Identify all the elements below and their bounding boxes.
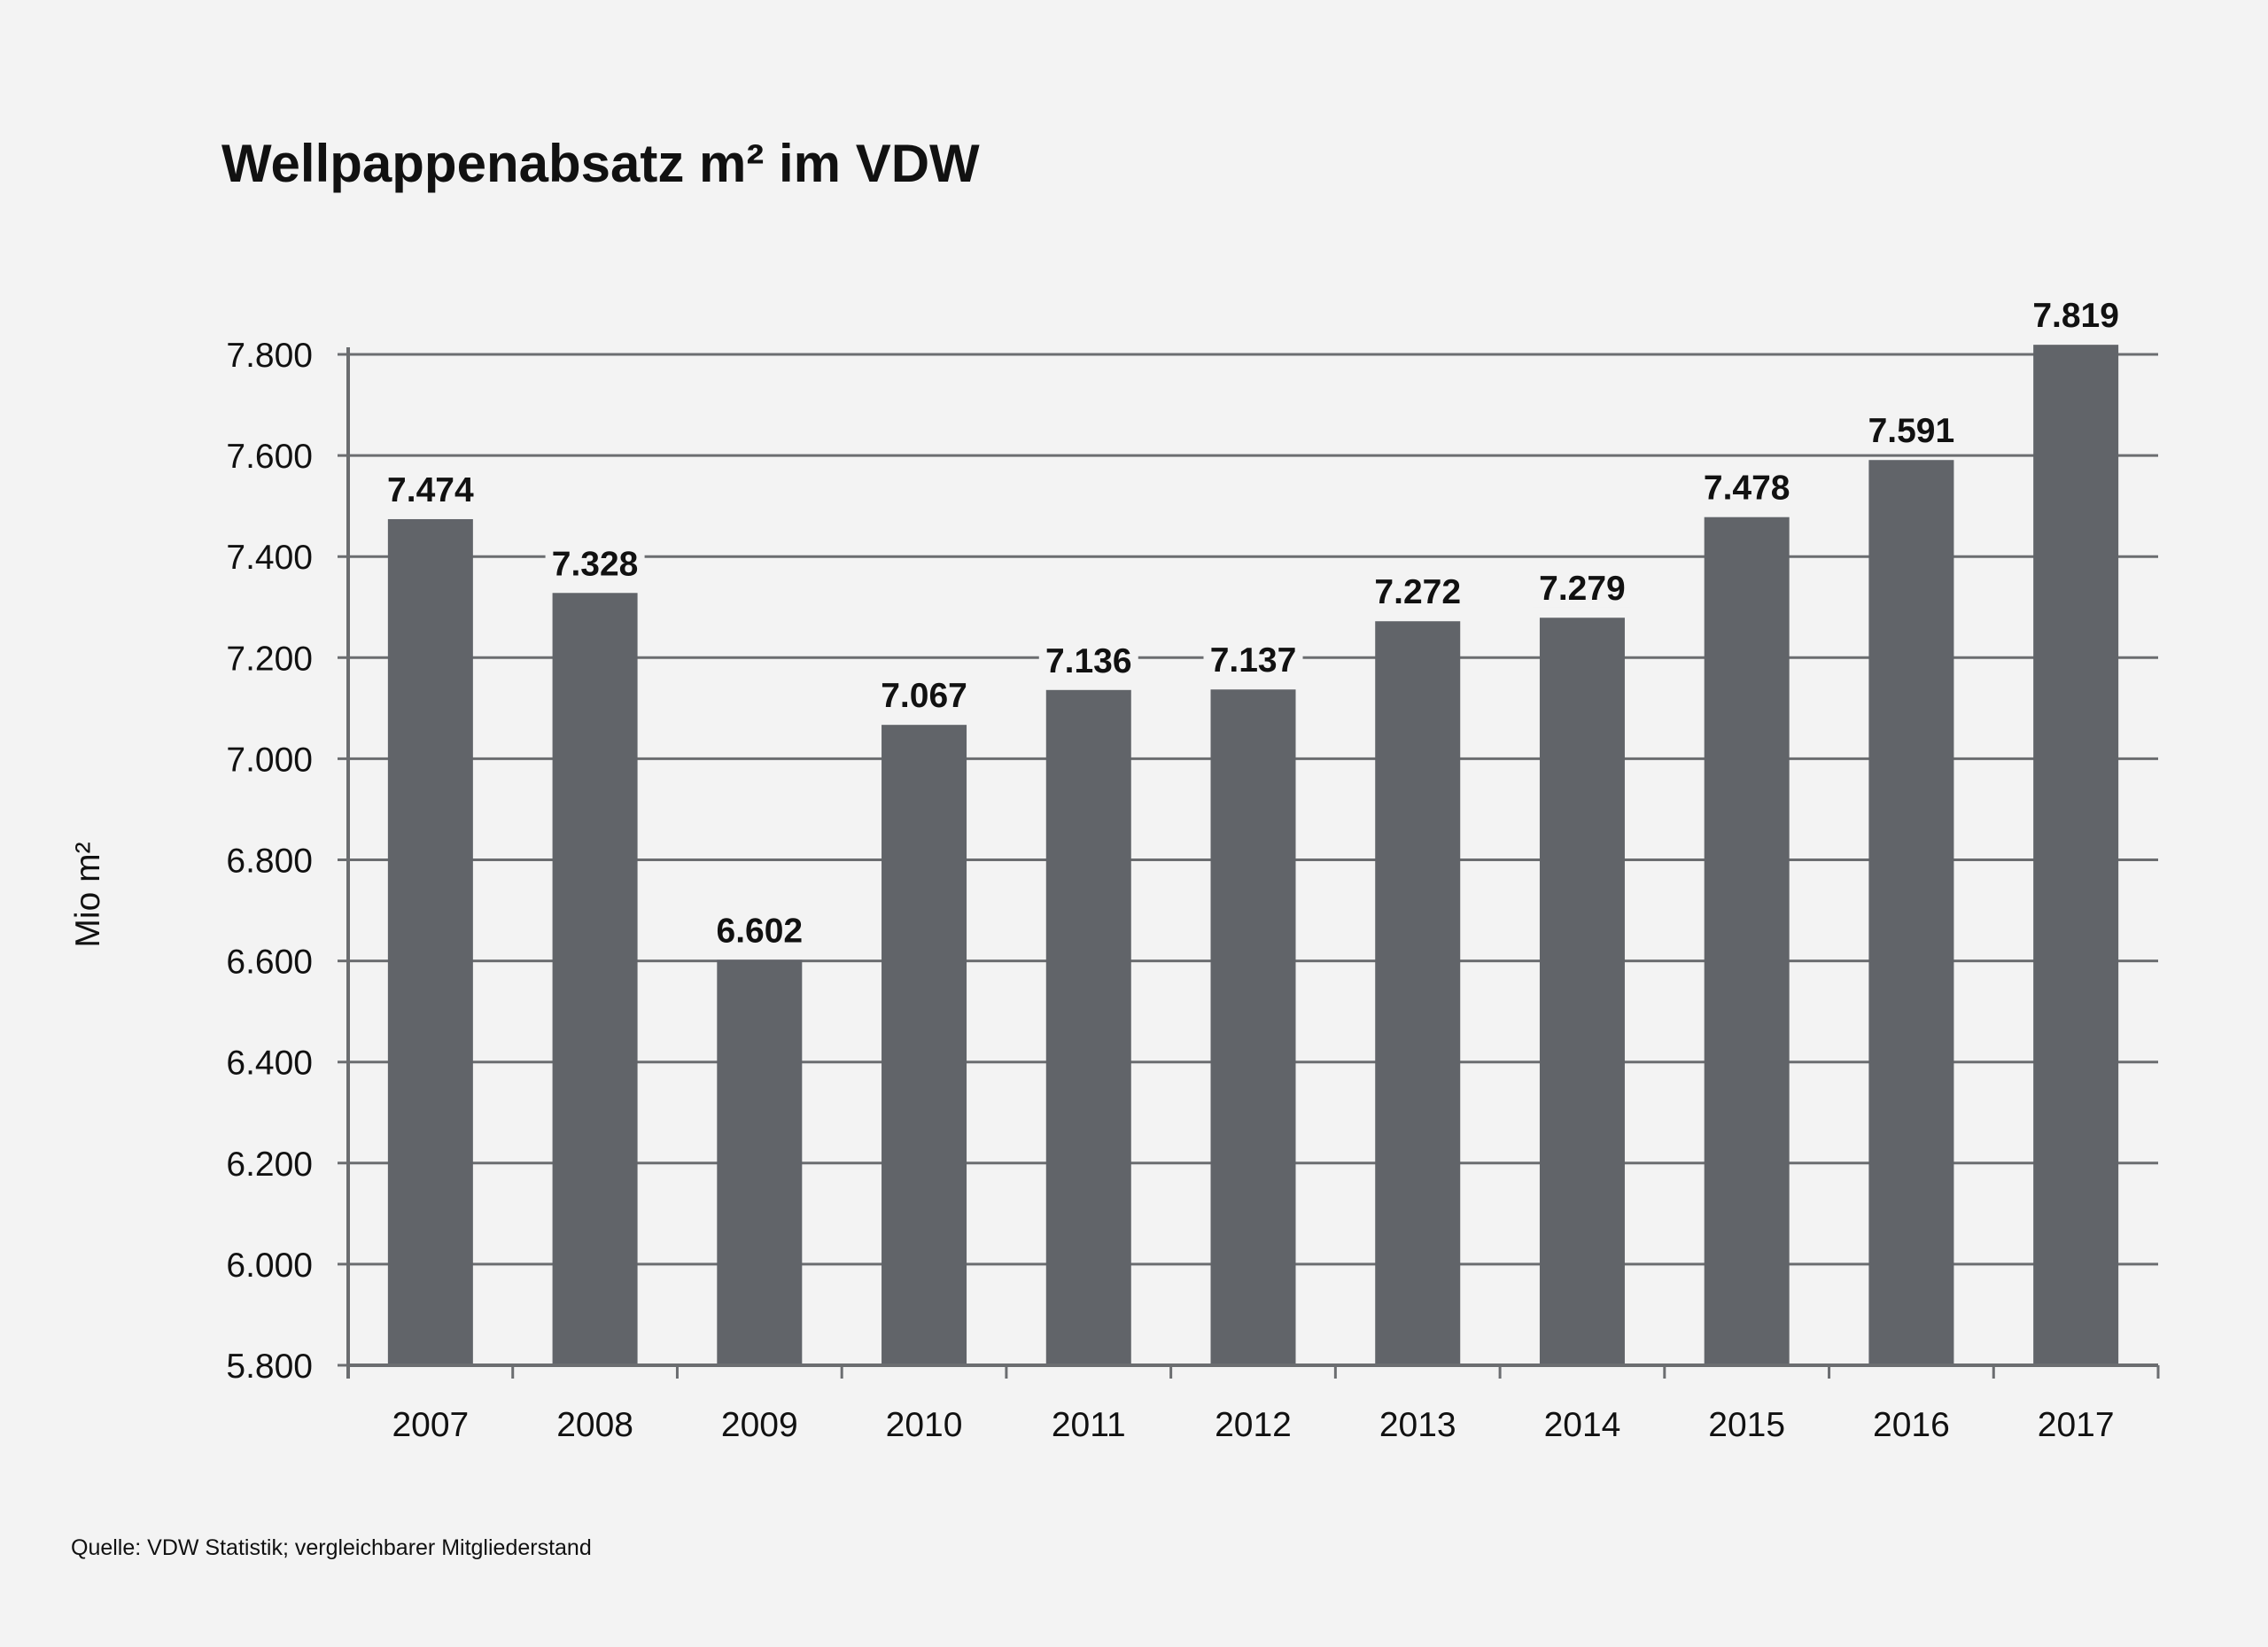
x-tick-label: 2015 (1708, 1406, 1785, 1444)
data-label-bg (380, 467, 480, 509)
source-note: Quelle: VDW Statistik; vergleichbarer Mi… (71, 1535, 592, 1560)
data-label-bg (1861, 408, 1961, 450)
x-tick-label: 2013 (1379, 1406, 1456, 1444)
y-tick-label: 7.600 (226, 438, 313, 476)
x-tick-label: 2010 (886, 1406, 963, 1444)
bar (717, 959, 803, 1365)
y-tick-label: 6.600 (226, 944, 313, 982)
bar (1045, 689, 1131, 1365)
bar (882, 725, 967, 1365)
y-tick-label: 7.800 (226, 337, 313, 375)
bar (1868, 460, 1954, 1365)
x-tick-label: 2017 (2038, 1406, 2115, 1444)
data-label: 7.328 (552, 545, 639, 583)
x-tick-label: 2012 (1215, 1406, 1292, 1444)
y-tick-label: 7.200 (226, 640, 313, 678)
data-label: 7.137 (1210, 641, 1297, 680)
x-tick-label: 2007 (392, 1406, 469, 1444)
data-label: 7.067 (881, 677, 967, 715)
y-tick-label: 6.800 (226, 843, 313, 881)
bar (1704, 517, 1790, 1365)
bar (2033, 345, 2119, 1365)
data-label-bg (2026, 293, 2126, 335)
y-tick-label: 6.000 (226, 1247, 313, 1285)
data-label: 7.819 (2032, 297, 2119, 335)
data-label-bg (710, 908, 810, 950)
bar (387, 518, 473, 1365)
data-label-bg (1203, 638, 1303, 680)
x-tick-label: 2011 (1052, 1406, 1126, 1444)
y-tick-label: 5.800 (226, 1348, 313, 1386)
data-label-bg (1532, 566, 1632, 608)
bar (552, 593, 638, 1365)
data-label: 7.478 (1704, 470, 1790, 508)
data-label: 6.602 (717, 912, 804, 950)
data-label: 7.279 (1539, 570, 1626, 608)
data-label: 7.272 (1374, 573, 1461, 611)
bar (1375, 621, 1461, 1365)
y-tick-label: 6.200 (226, 1146, 313, 1184)
y-tick-label: 6.400 (226, 1045, 313, 1083)
x-tick-label: 2008 (556, 1406, 633, 1444)
bar (1539, 618, 1625, 1365)
data-label-bg (1038, 638, 1138, 680)
data-label-bg (1368, 570, 1468, 611)
x-tick-label: 2009 (721, 1406, 798, 1444)
y-tick-label: 7.000 (226, 741, 313, 779)
y-tick-label: 7.400 (226, 539, 313, 577)
bar (1210, 689, 1296, 1365)
data-label-bg (874, 673, 975, 715)
data-label: 7.474 (387, 471, 474, 509)
data-label: 7.591 (1868, 412, 1955, 450)
y-axis-label: Mio m² (69, 842, 107, 947)
data-label-bg (545, 541, 645, 583)
data-label-bg (1697, 465, 1797, 507)
x-tick-label: 2014 (1544, 1406, 1621, 1444)
x-tick-label: 2016 (1873, 1406, 1950, 1444)
chart-title: Wellpappenabsatz m² im VDW (221, 134, 980, 193)
data-label: 7.136 (1045, 642, 1132, 680)
